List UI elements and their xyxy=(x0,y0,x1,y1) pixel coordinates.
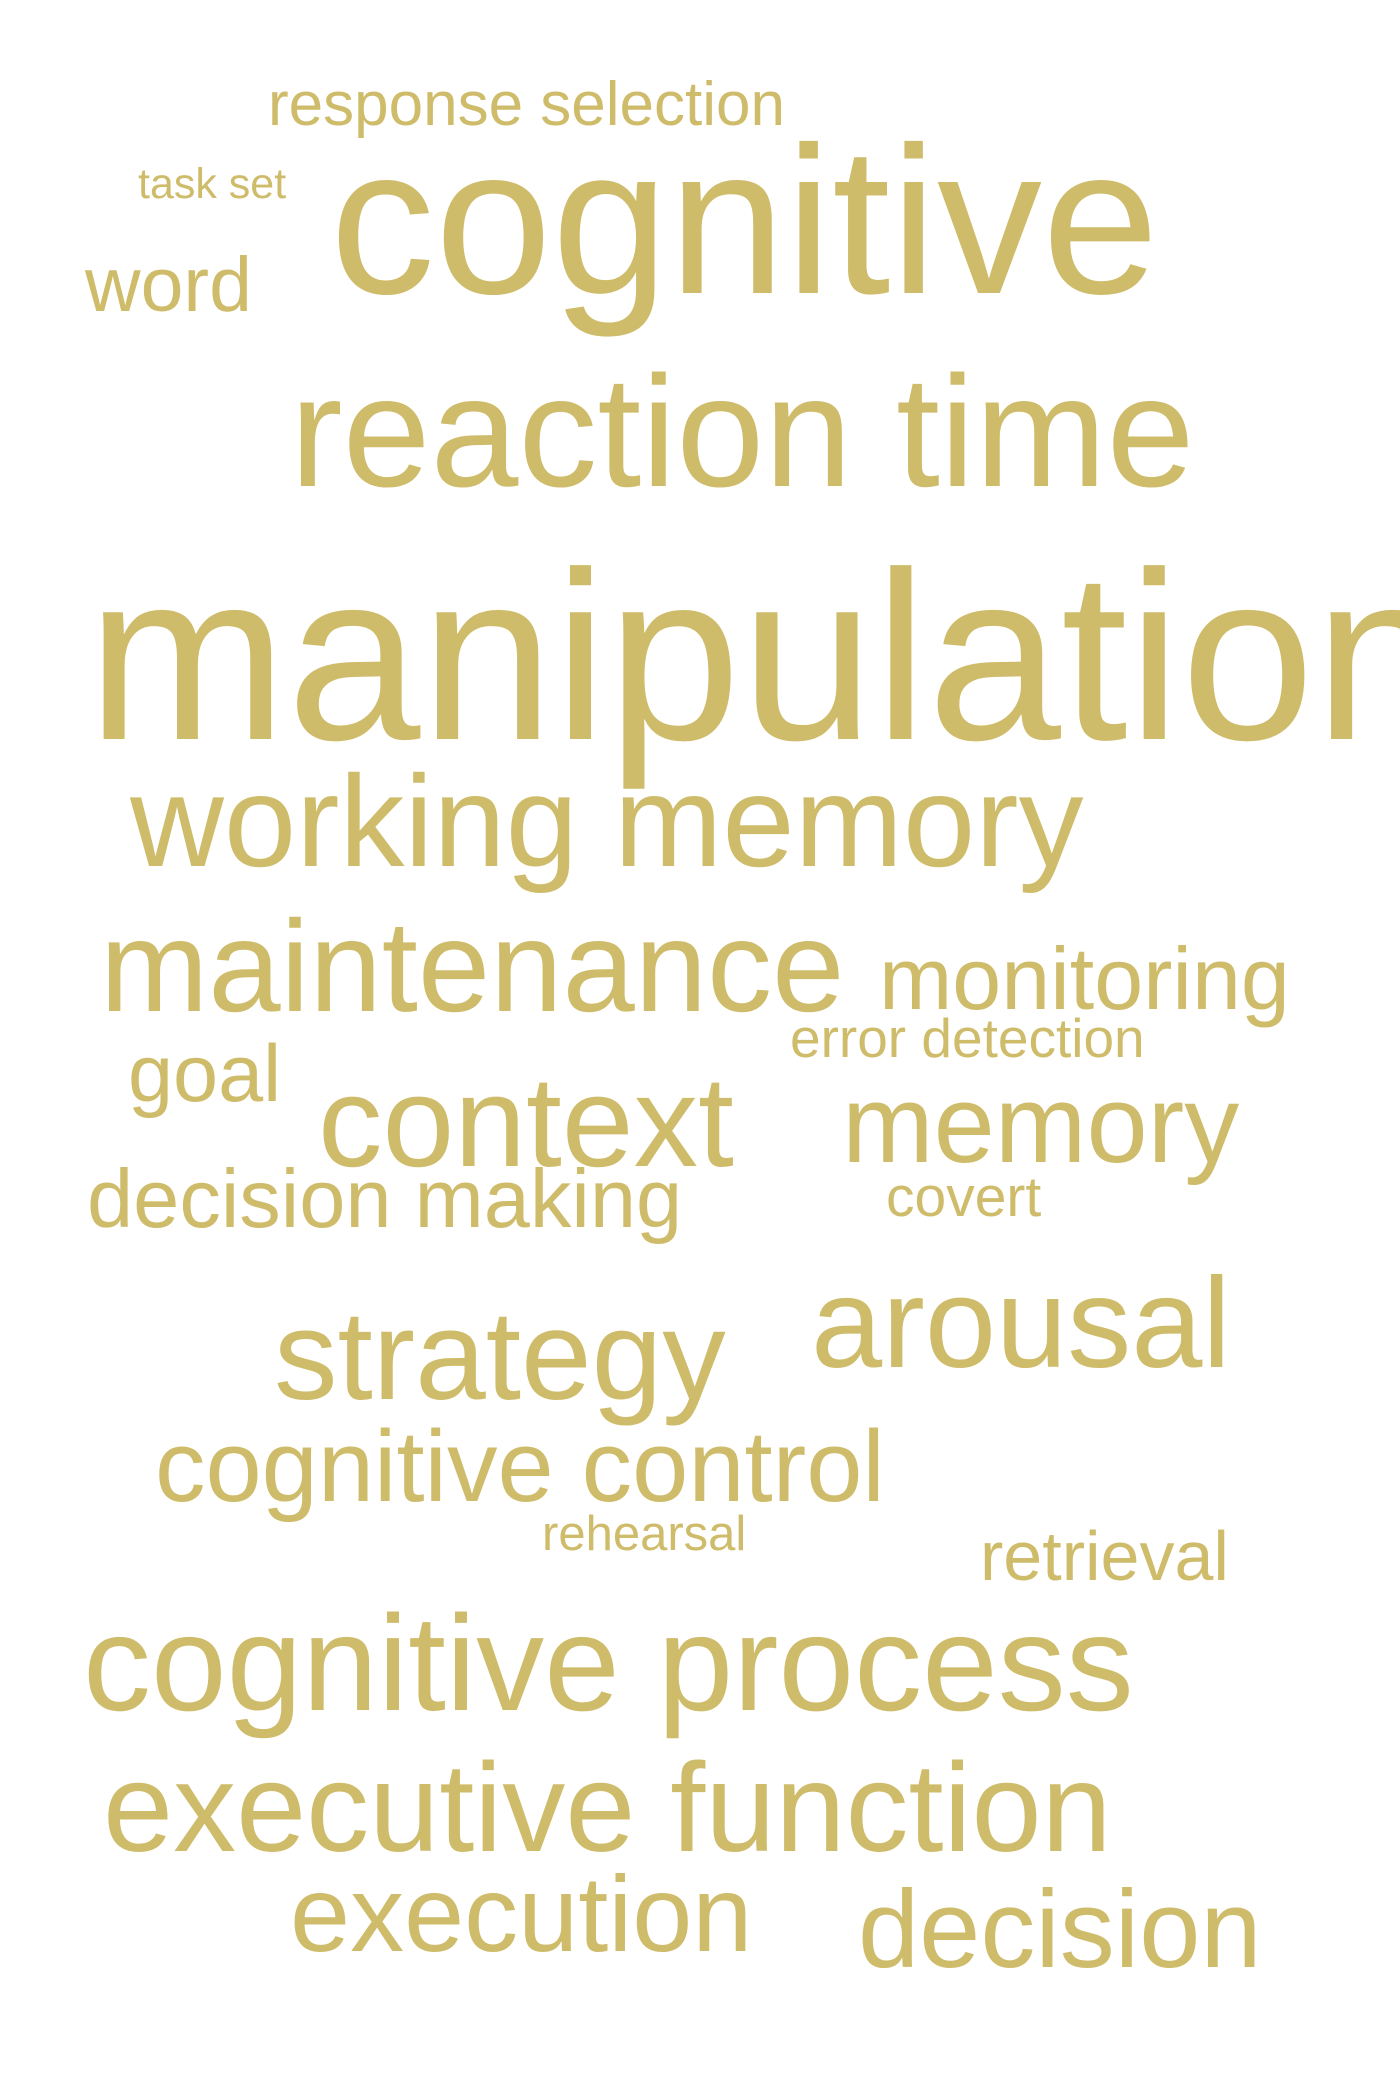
word-monitoring: monitoring xyxy=(879,929,1290,1028)
word-word: word xyxy=(85,242,252,328)
word-retrieval: retrieval xyxy=(980,1517,1229,1595)
word-cognitive-process: cognitive process xyxy=(83,1587,1134,1739)
word-cognitive-control: cognitive control xyxy=(155,1411,885,1523)
word-strategy: strategy xyxy=(274,1284,726,1426)
word-maintenance: maintenance xyxy=(100,893,845,1039)
word-goal: goal xyxy=(128,1029,282,1119)
word-context: context xyxy=(318,1050,734,1194)
word-manipulation: manipulation xyxy=(87,522,1400,790)
word-executive-function: executive function xyxy=(103,1737,1112,1878)
word-error-detection: error detection xyxy=(790,1007,1145,1069)
word-decision: decision xyxy=(858,1868,1262,1991)
word-covert: covert xyxy=(886,1165,1042,1229)
word-rehearsal: rehearsal xyxy=(542,1507,747,1561)
word-decision-making: decision making xyxy=(87,1152,683,1245)
word-cognitive: cognitive xyxy=(330,103,1159,338)
word-memory: memory xyxy=(842,1063,1240,1186)
word-task-set: task set xyxy=(138,160,287,208)
word-response-selection: response selection xyxy=(268,70,785,139)
word-arousal: arousal xyxy=(811,1252,1231,1395)
word-reaction-time: reaction time xyxy=(290,344,1195,520)
word-working-memory: working memory xyxy=(130,748,1084,894)
word-execution: execution xyxy=(290,1853,753,1974)
